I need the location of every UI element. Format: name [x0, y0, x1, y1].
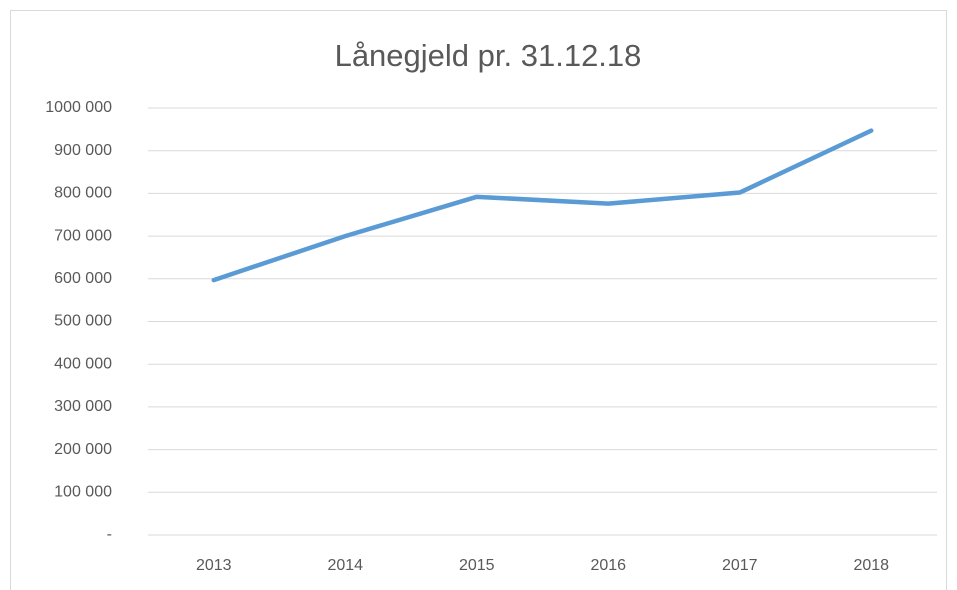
x-tick-label: 2017: [722, 557, 758, 574]
x-tick-label: 2013: [196, 557, 232, 574]
x-tick-label: 2016: [590, 557, 626, 574]
y-tick-label: -: [107, 526, 112, 543]
y-tick-label: 900 000: [54, 142, 112, 159]
y-tick-label: 600 000: [54, 270, 112, 287]
line-series: [211, 128, 874, 283]
chart-title: Lånegjeld pr. 31.12.18: [335, 38, 642, 73]
x-tick-label: 2015: [459, 557, 495, 574]
chart-frame: [10, 10, 947, 590]
y-tick-label: 200 000: [54, 441, 112, 458]
y-tick-label: 300 000: [54, 398, 112, 415]
x-tick-label: 2018: [853, 557, 889, 574]
y-tick-label: 100 000: [54, 484, 112, 501]
y-tick-label: 800 000: [54, 185, 112, 202]
x-tick-label: 2014: [327, 557, 363, 574]
y-tick-label: 1000 000: [45, 99, 112, 116]
y-tick-label: 500 000: [54, 313, 112, 330]
y-tick-label: 700 000: [54, 227, 112, 244]
y-tick-label: 400 000: [54, 355, 112, 372]
